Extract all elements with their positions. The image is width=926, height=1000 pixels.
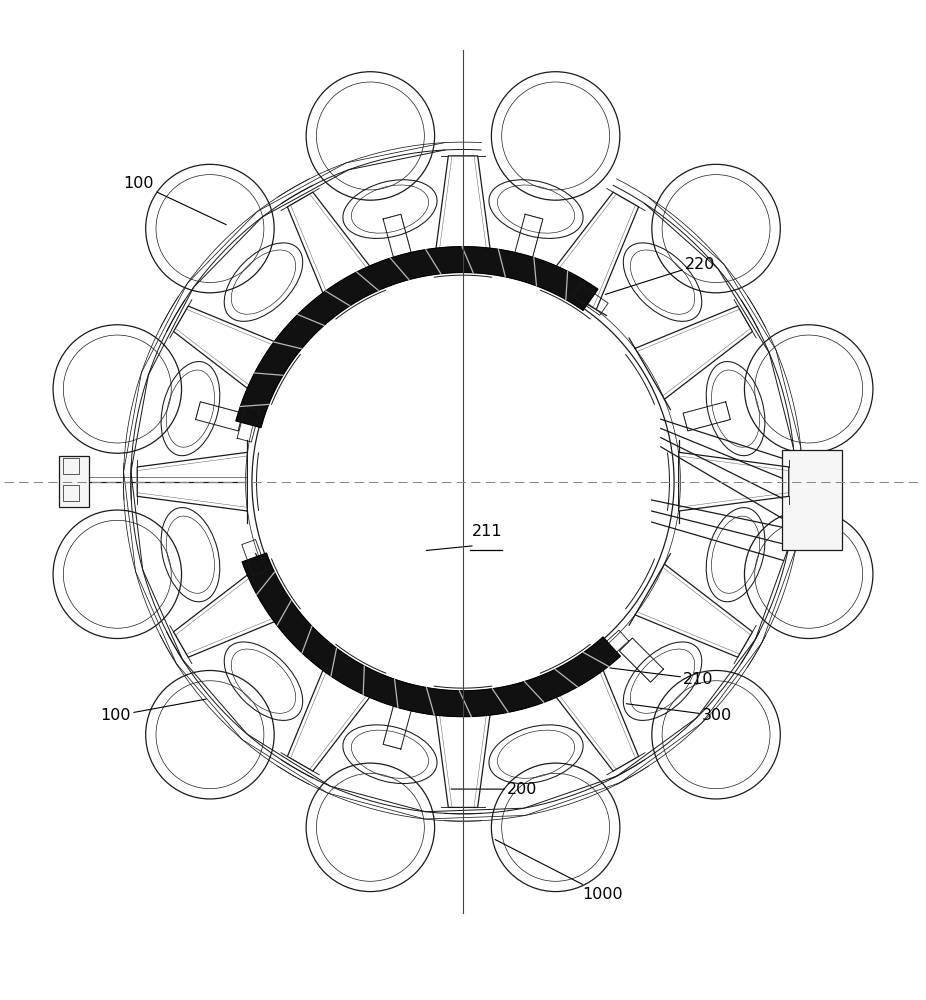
- Text: 100: 100: [123, 176, 226, 225]
- Bar: [63, 485, 79, 501]
- Text: 220: 220: [606, 257, 716, 294]
- Text: 211: 211: [472, 524, 503, 539]
- Text: 200: 200: [451, 782, 537, 797]
- Bar: [782, 450, 842, 550]
- Text: 300: 300: [626, 704, 732, 723]
- Text: 1000: 1000: [495, 840, 623, 902]
- Text: 210: 210: [610, 668, 714, 687]
- Bar: [63, 458, 79, 474]
- Bar: [59, 456, 89, 507]
- Polygon shape: [236, 247, 598, 427]
- Polygon shape: [243, 553, 620, 717]
- Text: 100: 100: [101, 699, 206, 723]
